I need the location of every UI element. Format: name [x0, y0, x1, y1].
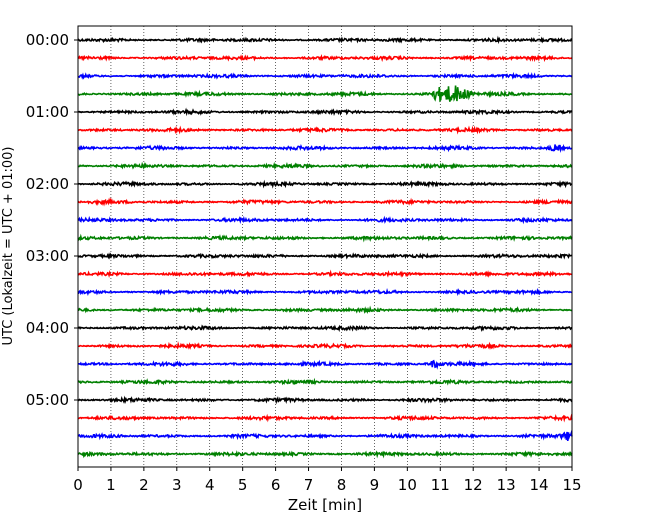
trace-line: [77, 341, 573, 350]
trace-line: [77, 287, 573, 297]
trace-line: [77, 233, 573, 243]
y-tick-label: 00:00: [26, 31, 69, 49]
x-tick-label: 8: [337, 476, 347, 494]
trace-line: [77, 161, 573, 171]
y-tick-label: 04:00: [26, 319, 69, 337]
x-axis-title: Zeit [min]: [288, 496, 362, 514]
x-tick-label: 10: [398, 476, 417, 494]
trace-line: [77, 143, 573, 154]
x-tick-label: 9: [370, 476, 380, 494]
x-tick-label: 7: [304, 476, 314, 494]
x-tick-label: 5: [238, 476, 248, 494]
trace-line: [77, 54, 573, 63]
x-tick-label: 0: [73, 476, 83, 494]
trace-line: [77, 35, 573, 45]
trace-line: [77, 71, 573, 80]
x-tick-label: 6: [271, 476, 281, 494]
y-tick-label: 03:00: [26, 247, 69, 265]
seismic-traces: [77, 35, 573, 459]
x-tick-label: 4: [205, 476, 215, 494]
x-tick-label: 11: [431, 476, 450, 494]
x-tick-label: 1: [106, 476, 116, 494]
x-axis: 0 1 2 3 4 5 6 7 8 9 10 11 12 13 14 15: [73, 467, 582, 494]
trace-line: [77, 377, 573, 386]
trace-line: [77, 413, 573, 423]
trace-line: [77, 324, 573, 333]
trace-line: [77, 450, 573, 459]
trace-line: [77, 395, 573, 405]
trace-line: [77, 305, 573, 315]
trace-line: [77, 125, 573, 135]
x-tick-label: 2: [139, 476, 149, 494]
x-tick-label: 14: [530, 476, 549, 494]
y-tick-label: 02:00: [26, 175, 69, 193]
x-tick-label: 12: [464, 476, 483, 494]
y-tick-label: 01:00: [26, 103, 69, 121]
trace-line: [77, 107, 573, 117]
trace-line: [77, 359, 573, 370]
x-tick-label: 15: [562, 476, 581, 494]
x-tick-label: 3: [172, 476, 182, 494]
y-axis: 00:00 01:00 02:00 03:00 04:00 05:00: [26, 31, 78, 409]
y-tick-label: 05:00: [26, 391, 69, 409]
y-axis-title: UTC (Lokalzeit = UTC + 01:00): [1, 147, 16, 346]
trace-line: [77, 215, 573, 225]
plot-frame: [77, 25, 573, 468]
trace-line: [77, 179, 573, 189]
trace-line: [77, 430, 573, 441]
trace-line: [77, 252, 573, 260]
trace-line: [77, 197, 573, 207]
x-tick-label: 13: [497, 476, 516, 494]
trace-line: [77, 85, 573, 103]
trace-line: [77, 269, 573, 279]
